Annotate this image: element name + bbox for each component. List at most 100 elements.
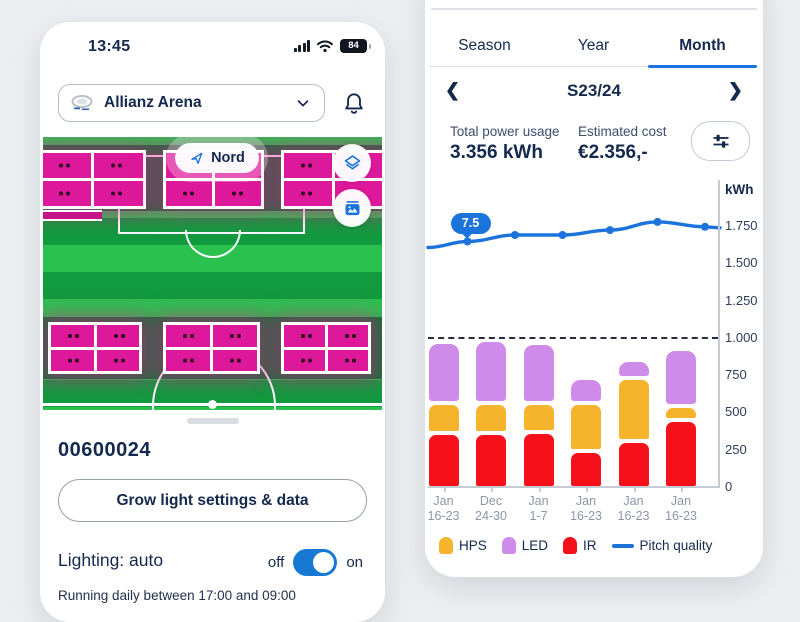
- layers-icon: [344, 154, 360, 170]
- y-axis-line: [718, 180, 720, 487]
- legend-label: LED: [521, 538, 549, 553]
- y-axis-tick-label: 500: [725, 404, 747, 420]
- y-axis-unit-label: kWh: [725, 182, 754, 197]
- compass-label: Nord: [211, 150, 245, 166]
- bar-segment-ir: [666, 422, 696, 486]
- y-axis-tick-label: 1.000: [725, 329, 758, 345]
- photo-icon: [345, 200, 359, 215]
- x-axis-label: Jan 16-23: [617, 494, 650, 523]
- wifi-icon: [317, 40, 333, 53]
- tab-year[interactable]: Year: [577, 37, 610, 54]
- bar-segment-hps: [571, 404, 601, 449]
- next-period-chevron[interactable]: ❯: [727, 80, 743, 100]
- x-axis-tick: [681, 488, 683, 492]
- chart-plot-area: 7.5: [426, 180, 722, 492]
- lighting-toggle[interactable]: [293, 549, 338, 576]
- venue-name: Allianz Arena: [104, 94, 202, 111]
- y-axis-tick-label: 1.750: [725, 217, 758, 233]
- x-axis-label: Jan 1-7: [528, 494, 549, 523]
- legend-label: IR: [583, 538, 597, 553]
- grow-light-rig-partial: [43, 210, 102, 221]
- legend-item-ir: IR: [563, 537, 597, 554]
- bar-segment-hps: [618, 380, 649, 440]
- grow-light-settings-button[interactable]: Grow light settings & data: [58, 479, 367, 522]
- bar-segment-ir: [476, 435, 506, 486]
- toggle-on-label: on: [346, 554, 363, 571]
- legend-swatch: [439, 537, 453, 554]
- power-usage-chart: 7.5 kWh 1.750 1.500 1.250 1.000 750 500 250 0: [426, 180, 762, 494]
- device-id: 00600024: [58, 439, 151, 461]
- bar-segment-hps: [428, 404, 459, 432]
- tab-month[interactable]: Month: [679, 37, 726, 54]
- tab-season[interactable]: Season: [458, 37, 511, 54]
- center-spot: [208, 400, 217, 409]
- lighting-mode-label: Lighting: auto: [58, 550, 164, 570]
- chart-legend: HPS LED IR Pitch quality: [439, 537, 712, 554]
- cellular-signal-icon: [293, 40, 310, 52]
- bar-segment-led: [476, 342, 506, 401]
- bar-segment-ir: [523, 434, 554, 486]
- x-axis-tick: [491, 488, 493, 492]
- bar-segment-hps: [666, 407, 696, 419]
- stat-value: €2.356,-: [578, 142, 648, 163]
- axis-end-tick: [718, 479, 720, 487]
- y-axis-tick-label: 1.250: [725, 292, 758, 308]
- chart-filter-button[interactable]: [691, 121, 750, 161]
- y-axis-tick-label: 250: [725, 441, 747, 457]
- legend-item-hps: HPS: [439, 537, 487, 554]
- venue-selector-dropdown[interactable]: Allianz Arena: [58, 84, 325, 122]
- compass-arrow-icon: [191, 152, 203, 164]
- grow-light-rig: [48, 322, 142, 374]
- bar-segment-ir: [618, 443, 649, 486]
- x-axis-label: Dec 24-30: [475, 494, 507, 523]
- x-axis-label: Jan 16-23: [665, 494, 697, 523]
- bar-segment-hps: [476, 404, 506, 432]
- pitch-map[interactable]: Nord: [43, 137, 382, 410]
- x-axis-label: Jan 16-23: [427, 494, 460, 523]
- energy-stats-panel: Season Year Month ❮ S23/24 ❯ Total power…: [425, 0, 763, 577]
- sheet-drag-handle[interactable]: [187, 418, 239, 424]
- period-label: S23/24: [567, 80, 621, 100]
- bar-segment-hps: [523, 404, 554, 431]
- x-axis-tick: [443, 488, 446, 492]
- x-axis-tick: [586, 488, 588, 492]
- grow-light-rig: [43, 150, 146, 209]
- tune-sliders-icon: [713, 134, 728, 148]
- penalty-arc-line: [185, 230, 241, 258]
- top-divider: [431, 8, 757, 10]
- battery-icon: 84: [340, 39, 371, 53]
- x-axis-tick: [633, 488, 636, 492]
- total-power-usage-stat: Total power usage 3.356 kWh: [450, 124, 560, 164]
- lighting-toggle-row: off on: [268, 549, 363, 576]
- chevron-down-icon: [297, 100, 309, 107]
- legend-item-led: LED: [501, 537, 549, 554]
- reference-line-1000kwh: [428, 336, 718, 339]
- legend-swatch: [611, 543, 634, 548]
- stat-value: 3.356 kWh: [450, 142, 543, 163]
- status-icons: 84: [293, 39, 371, 53]
- bar-segment-led: [523, 344, 554, 401]
- notification-bell-icon[interactable]: [341, 90, 367, 116]
- x-axis-line: [428, 486, 720, 488]
- legend-item-pitch-quality: Pitch quality: [611, 538, 712, 553]
- compass-badge[interactable]: Nord: [175, 143, 259, 173]
- y-axis-tick-label: 1.500: [725, 255, 758, 271]
- map-layers-button[interactable]: [333, 144, 371, 182]
- bar-segment-led: [428, 343, 459, 401]
- toggle-off-label: off: [267, 554, 285, 571]
- allianz-arena-logo: [71, 95, 93, 111]
- bar-segment-led: [666, 351, 696, 404]
- period-navigator: ❮ S23/24 ❯: [437, 78, 751, 103]
- bar-segment-led: [571, 380, 601, 401]
- bar-segment-led: [618, 361, 649, 377]
- bar-segment-ir: [571, 452, 601, 486]
- stat-label: Estimated cost: [578, 124, 667, 139]
- map-imagery-button[interactable]: [333, 189, 371, 227]
- stat-label: Total power usage: [450, 124, 560, 139]
- grow-light-rig: [281, 322, 371, 374]
- period-tabs: Season Year Month: [430, 32, 757, 68]
- bar-segment-ir: [428, 435, 459, 486]
- previous-period-chevron[interactable]: ❮: [445, 80, 461, 100]
- toggle-knob: [313, 552, 335, 573]
- pitch-quality-badge: 7.5: [450, 212, 491, 234]
